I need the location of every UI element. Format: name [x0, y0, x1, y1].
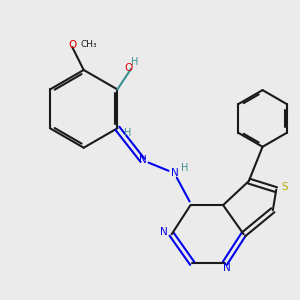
Text: H: H — [131, 57, 138, 67]
Text: H: H — [181, 163, 188, 172]
Text: N: N — [223, 263, 231, 273]
Text: N: N — [160, 227, 167, 237]
Text: O: O — [125, 63, 133, 73]
Text: O: O — [68, 40, 76, 50]
Text: N: N — [139, 155, 146, 165]
Text: H: H — [124, 128, 131, 138]
Text: S: S — [281, 182, 288, 192]
Text: CH₃: CH₃ — [81, 40, 98, 49]
Text: N: N — [171, 168, 178, 178]
